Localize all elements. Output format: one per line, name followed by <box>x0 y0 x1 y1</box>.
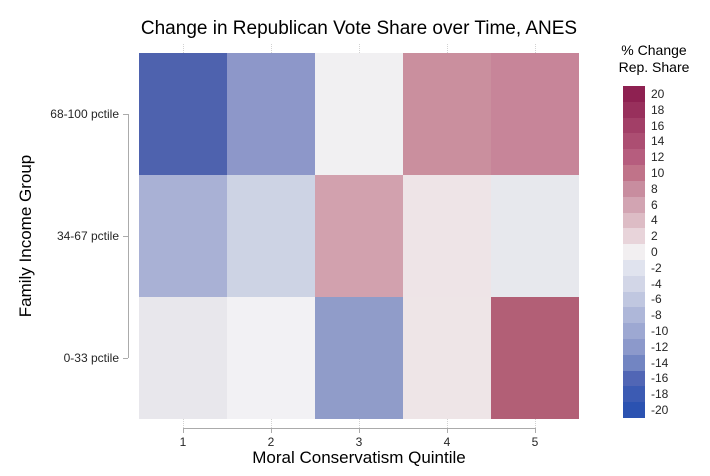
legend-tick-label: 14 <box>651 134 665 149</box>
heatmap-cell <box>139 297 227 419</box>
x-tick <box>535 428 536 433</box>
legend-tick-label: -16 <box>651 371 669 386</box>
y-tick <box>123 114 128 115</box>
legend-tick-label: 16 <box>651 118 665 133</box>
legend-tick-label: 10 <box>651 165 665 180</box>
heatmap-cell <box>227 297 315 419</box>
heatmap-cell <box>139 53 227 175</box>
heatmap <box>139 53 579 419</box>
x-tick <box>447 428 448 433</box>
y-tick-label: 0-33 pctile <box>63 351 119 365</box>
gridline-stub <box>535 44 536 53</box>
legend-title: % Change Rep. Share <box>598 42 710 76</box>
x-tick-label: 4 <box>443 435 451 449</box>
heatmap-cell <box>403 175 491 297</box>
y-tick-label: 68-100 pctile <box>50 107 119 121</box>
gridline-stub <box>183 419 184 428</box>
heatmap-cell <box>403 53 491 175</box>
heatmap-cell <box>227 53 315 175</box>
legend-tick-label: -18 <box>651 387 669 402</box>
gridline-stub <box>183 44 184 53</box>
heatmap-cell <box>227 175 315 297</box>
x-tick <box>359 428 360 433</box>
legend-colorband <box>623 117 645 134</box>
legend-tick-label: -14 <box>651 355 669 370</box>
legend-tick-label: 8 <box>651 181 658 196</box>
legend-tick-label: 20 <box>651 86 665 101</box>
legend-colorband <box>623 275 645 292</box>
legend-tick-label: -8 <box>651 308 662 323</box>
legend-tick-label: -4 <box>651 276 662 291</box>
legend-colorband <box>623 165 645 181</box>
x-tick <box>183 428 184 433</box>
legend-tick-label: 4 <box>651 213 658 228</box>
legend-tick-label: 6 <box>651 197 658 212</box>
legend-colorband <box>623 244 645 260</box>
y-tick-label: 34-67 pctile <box>56 229 119 243</box>
legend-tick-label: 18 <box>651 102 665 117</box>
heatmap-cell <box>491 297 579 419</box>
heatmap-cell <box>315 175 403 297</box>
y-tick <box>123 236 128 237</box>
legend-colorband <box>623 228 645 245</box>
x-tick-label: 5 <box>531 435 539 449</box>
legend-tick-label: -10 <box>651 324 669 339</box>
x-tick-label: 3 <box>355 435 363 449</box>
gridline-stub <box>535 419 536 428</box>
legend-colorband <box>623 259 645 276</box>
legend-colorband <box>623 133 645 150</box>
y-axis-line <box>128 114 129 358</box>
gridline-stub <box>271 419 272 428</box>
legend-colorband <box>623 339 645 355</box>
heatmap-cell <box>139 175 227 297</box>
legend-tick-label: -2 <box>651 260 662 275</box>
legend-tick-label: 12 <box>651 150 665 165</box>
legend-colorband <box>623 307 645 324</box>
legend-colorbar <box>623 86 645 419</box>
heatmap-cell <box>315 53 403 175</box>
legend-colorband <box>623 149 645 166</box>
legend-tick-label: 0 <box>651 245 658 259</box>
gridline-stub <box>447 44 448 53</box>
legend-colorband <box>623 370 645 387</box>
legend-tick-label: -20 <box>651 403 669 418</box>
legend-tick-label: -12 <box>651 339 669 354</box>
legend-colorband <box>623 402 645 419</box>
legend-title-line2: Rep. Share <box>618 59 690 75</box>
legend-colorband <box>623 386 645 403</box>
legend-colorband <box>623 196 645 213</box>
heatmap-cell <box>315 297 403 419</box>
legend-tick-label: 2 <box>651 229 658 244</box>
legend-tick-label: -6 <box>651 292 662 307</box>
legend-colorband <box>623 323 645 339</box>
legend-colorband <box>623 354 645 371</box>
legend-colorband <box>623 180 645 197</box>
legend-colorband <box>623 101 645 118</box>
y-tick <box>123 358 128 359</box>
legend-colorband <box>623 86 645 102</box>
x-tick-label: 1 <box>179 435 187 449</box>
gridline-stub <box>447 419 448 428</box>
legend-colorband <box>623 212 645 229</box>
legend-title-line1: % Change <box>621 42 687 58</box>
heatmap-cell <box>491 53 579 175</box>
x-axis-title: Moral Conservatism Quintile <box>252 448 466 467</box>
gridline-stub <box>271 44 272 53</box>
x-tick-label: 2 <box>267 435 275 449</box>
legend-colorband <box>623 291 645 308</box>
gridline-stub <box>359 419 360 428</box>
x-tick <box>271 428 272 433</box>
heatmap-cell <box>403 297 491 419</box>
chart-title: Change in Republican Vote Share over Tim… <box>140 18 578 39</box>
gridline-stub <box>359 44 360 53</box>
heatmap-cell <box>491 175 579 297</box>
